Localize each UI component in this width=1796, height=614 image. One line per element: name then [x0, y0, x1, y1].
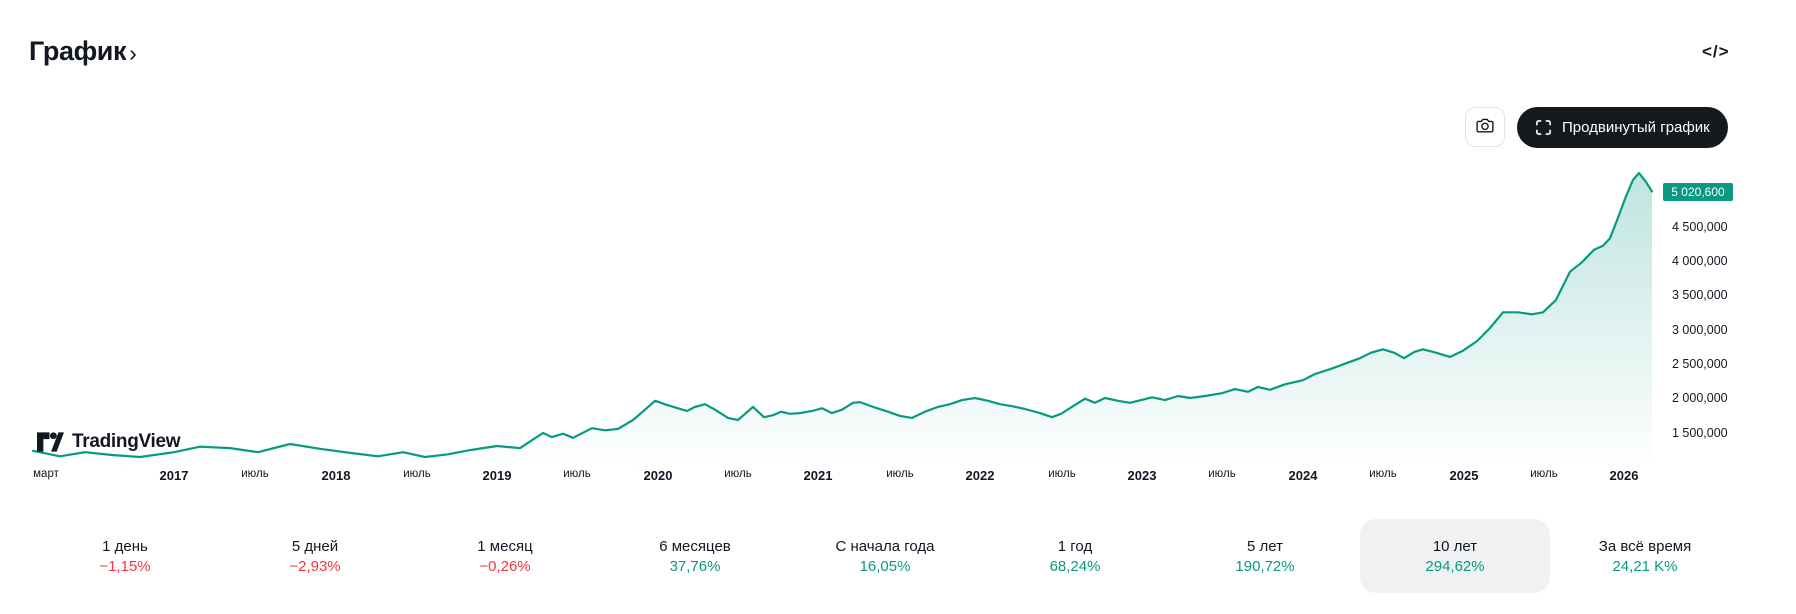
period-button[interactable]: 5 дней −2,93%: [220, 519, 410, 593]
price-axis-label: 3 500,000: [1672, 288, 1728, 303]
period-label: 5 лет: [1247, 537, 1283, 555]
time-axis-label: 2020: [643, 468, 673, 483]
embed-code-button[interactable]: </>: [1702, 42, 1730, 61]
time-axis-label: 2024: [1288, 468, 1318, 483]
time-axis-label: 2023: [1127, 468, 1157, 483]
time-axis-label: 2019: [482, 468, 512, 483]
period-change-value: −2,93%: [289, 557, 341, 575]
period-change-value: 190,72%: [1235, 557, 1295, 575]
price-axis-label: 2 500,000: [1672, 356, 1728, 371]
time-axis-label: 2022: [965, 468, 995, 483]
page-title: График: [29, 36, 127, 66]
price-axis-label: 4 000,000: [1672, 254, 1728, 268]
snapshot-camera-button[interactable]: [1465, 107, 1505, 147]
price-axis-label: 4 500,000: [1672, 219, 1728, 234]
price-axis-label: 3 000,000: [1672, 322, 1728, 337]
camera-icon: [1474, 115, 1496, 140]
period-change-value: 68,24%: [1049, 557, 1101, 575]
period-label: За всё время: [1598, 537, 1692, 555]
period-button[interactable]: 10 лет 294,62%: [1360, 519, 1550, 593]
period-button[interactable]: 6 месяцев 37,76%: [600, 519, 790, 593]
period-change-value: −0,26%: [479, 557, 531, 575]
time-axis-label: 2026: [1609, 468, 1639, 483]
period-change-value: 37,76%: [669, 557, 721, 575]
price-axis-label: 2 000,000: [1672, 391, 1728, 406]
period-label: С начала года: [835, 537, 935, 555]
chart-title-link[interactable]: График ›: [29, 36, 137, 67]
series-area-fill: [33, 173, 1652, 472]
time-axis-label: 2021: [803, 468, 833, 483]
period-button[interactable]: С начала года 16,05%: [790, 519, 980, 593]
time-axis-label: июль: [403, 468, 431, 480]
last-price-tag: 5 020,600: [1663, 182, 1733, 201]
tradingview-logo[interactable]: TradingView: [37, 431, 181, 453]
period-label: 1 месяц: [477, 537, 533, 555]
time-axis-label: июль: [1048, 468, 1076, 480]
series-line: [31, 171, 1654, 459]
time-axis-label: 2025: [1449, 468, 1479, 483]
period-change-value: 24,21 K%: [1612, 557, 1678, 575]
time-axis-label: июль: [241, 468, 269, 480]
period-label: 1 год: [1057, 537, 1093, 555]
time-axis-label: июль: [1530, 468, 1558, 480]
time-axis-label: июль: [724, 468, 752, 480]
time-axis-label: 2017: [159, 468, 189, 483]
advanced-chart-button[interactable]: Продвинутый график: [1517, 107, 1728, 148]
period-selector: 1 день −1,15% 5 дней −2,93% 1 месяц −0,26% 6 м…: [30, 519, 1740, 593]
fullscreen-icon: [1535, 119, 1552, 136]
time-axis-label: июль: [1208, 468, 1236, 480]
chevron-right-icon: ›: [129, 39, 137, 66]
time-axis-label: 2018: [321, 468, 351, 483]
tradingview-logo-text: TradingView: [72, 431, 181, 452]
time-axis-label: июль: [886, 468, 914, 480]
period-change-value: 16,05%: [859, 557, 911, 575]
period-button[interactable]: 5 лет 190,72%: [1170, 519, 1360, 593]
period-button[interactable]: 1 день −1,15%: [30, 519, 220, 593]
period-change-value: 294,62%: [1425, 557, 1485, 575]
tradingview-logo-icon: [37, 432, 64, 452]
period-label: 5 дней: [291, 537, 339, 555]
period-button[interactable]: 1 год 68,24%: [980, 519, 1170, 593]
period-change-value: −1,15%: [99, 557, 151, 575]
time-axis-label: июль: [563, 468, 591, 480]
advanced-chart-label: Продвинутый график: [1562, 119, 1710, 136]
period-button[interactable]: 1 месяц −0,26%: [410, 519, 600, 593]
time-axis-label: март: [33, 468, 59, 480]
period-button[interactable]: За всё время 24,21 K%: [1550, 519, 1740, 593]
price-axis-label: 1 500,000: [1672, 425, 1728, 440]
time-axis-label: июль: [1369, 468, 1397, 480]
period-label: 6 месяцев: [659, 537, 731, 555]
price-chart[interactable]: [0, 145, 1655, 476]
period-label: 1 день: [102, 537, 148, 555]
period-label: 10 лет: [1432, 537, 1478, 555]
